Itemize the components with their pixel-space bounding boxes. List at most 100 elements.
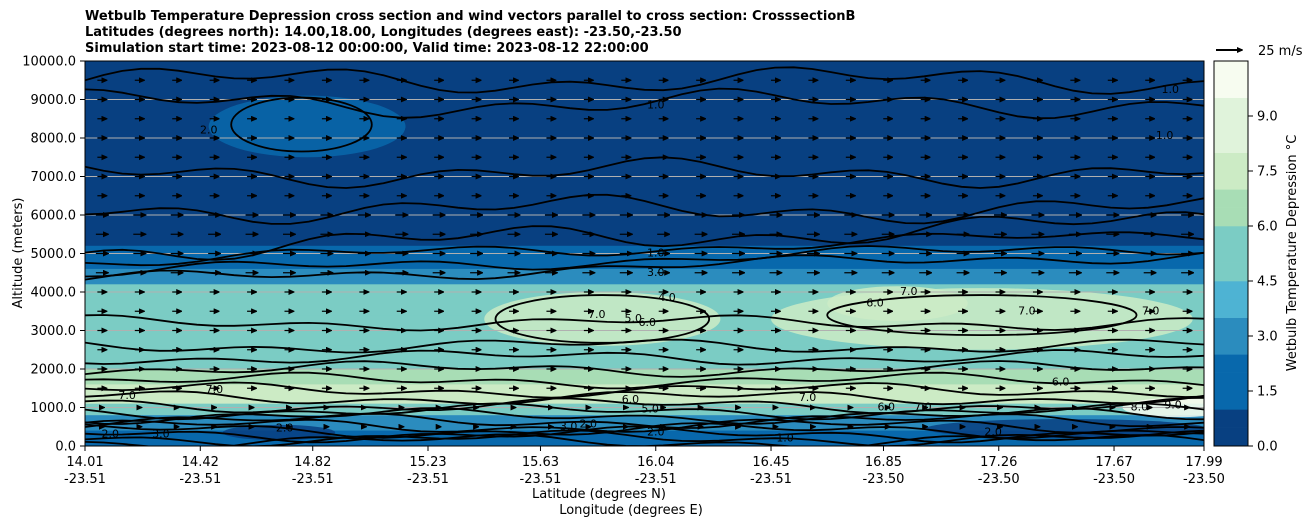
x-tick-label-lat: 16.85 xyxy=(865,455,902,470)
contour-line xyxy=(85,314,1204,332)
contour-line xyxy=(85,407,1204,425)
colorbar-tick-label: 9.0 xyxy=(1257,110,1278,125)
field-band xyxy=(85,61,1204,100)
wind-reference-label: 25 m/s xyxy=(1258,44,1303,59)
x-tick-label-lat: 14.42 xyxy=(182,455,219,470)
colorbar-segment xyxy=(1214,207,1248,227)
contour-label: 3.0 xyxy=(647,266,665,279)
colorbar-segment xyxy=(1214,391,1248,410)
contour-label: 7.0 xyxy=(799,391,817,404)
contour-label: 9.0 xyxy=(1164,399,1182,412)
contour-label: 6.0 xyxy=(639,316,657,329)
contour-label: 2.0 xyxy=(580,417,598,430)
contour-line xyxy=(85,231,1204,267)
x-tick-label-lon: -23.51 xyxy=(64,472,106,487)
field-patch xyxy=(208,95,406,158)
contour-label: 6.0 xyxy=(622,393,640,406)
colorbar-tick-label: 3.0 xyxy=(1257,330,1278,345)
x-tick-label-lat: 17.99 xyxy=(1185,455,1222,470)
colorbar-ticks: 0.0 1.5 3.0 4.5 6.0 7.5 9.0 xyxy=(1248,110,1278,455)
y-tick-label: 5000.0 xyxy=(31,247,77,262)
colorbar-tick-label: 0.0 xyxy=(1257,440,1278,455)
x-tick-label-lat: 16.45 xyxy=(752,455,789,470)
x-tick-label-lon: -23.51 xyxy=(407,472,449,487)
colorbar-segment xyxy=(1214,281,1248,300)
contour-line xyxy=(85,425,1204,444)
x-axis: 14.01 -23.51 14.42 -23.51 14.82 -23.51 15.23 -2… xyxy=(64,446,1225,487)
y-tick-label: 9000.0 xyxy=(31,93,77,108)
contour-label: 6.0 xyxy=(866,297,884,310)
colorbar-segment xyxy=(1214,97,1248,117)
colorbar-segment xyxy=(1214,244,1248,263)
contour-line xyxy=(85,349,1204,366)
y-tick-label: 3000.0 xyxy=(31,324,77,339)
contour-label: 7.0 xyxy=(118,389,136,402)
colorbar-segment xyxy=(1214,61,1248,80)
x-tick-label-lat: 14.01 xyxy=(66,455,103,470)
field-band xyxy=(85,176,1204,212)
colorbar-segment xyxy=(1214,189,1248,208)
x-tick-label-lon: -23.50 xyxy=(978,472,1020,487)
contour-label: 7.0 xyxy=(914,401,932,414)
colorbar-segment xyxy=(1214,171,1248,190)
y-tick-label: 0.0 xyxy=(55,440,76,455)
wind-vectors xyxy=(95,80,1193,427)
x-tick-label-lon: -23.50 xyxy=(863,472,905,487)
x-tick-label-lon: -23.51 xyxy=(179,472,221,487)
contour-label: 7.0 xyxy=(1142,304,1160,317)
contour-line xyxy=(85,66,1204,95)
x-tick-label-lat: 15.23 xyxy=(409,455,446,470)
x-tick-label-lon: -23.51 xyxy=(635,472,677,487)
contour-label: 7.0 xyxy=(900,285,918,298)
wind-reference-key: 25 m/s xyxy=(1216,44,1303,59)
contour-line xyxy=(85,245,1204,278)
x-tick-label-lon: -23.51 xyxy=(520,472,562,487)
contour-loop xyxy=(230,96,373,153)
contour-line xyxy=(85,412,1204,429)
colorbar-segment xyxy=(1214,354,1248,373)
contour-label: 2.0 xyxy=(984,426,1002,439)
colorbar-segment xyxy=(1214,372,1248,392)
x-tick-label-lon: -23.51 xyxy=(750,472,792,487)
colorbar-segment xyxy=(1214,299,1248,318)
y-tick-label: 8000.0 xyxy=(31,132,77,147)
x-tick-label-lon: -23.50 xyxy=(1093,472,1135,487)
contour-line xyxy=(85,156,1204,189)
colorbar-fill xyxy=(1214,61,1248,447)
colorbar-label: Wetbulb Temperature Depression °C xyxy=(1285,135,1300,372)
title-line-2: Latitudes (degrees north): 14.00,18.00, … xyxy=(85,25,682,40)
contour-label: 7.0 xyxy=(206,383,224,396)
y-tick-label: 1000.0 xyxy=(31,401,77,416)
contour-line xyxy=(85,251,1204,281)
chart-title: Wetbulb Temperature Depression cross sec… xyxy=(85,9,855,57)
contour-label: 1.0 xyxy=(776,431,794,444)
contour-labels: 1.01.01.02.01.03.04.05.06.07.07.06.07.0 7… xyxy=(102,83,1182,444)
contour-label: 3.0 xyxy=(560,420,578,433)
colorbar-tick-label: 6.0 xyxy=(1257,220,1278,235)
contour-label: 1.0 xyxy=(1162,83,1180,96)
contour-line xyxy=(85,87,1204,120)
contour-label: 2.0 xyxy=(102,427,120,440)
colorbar-tick-label: 7.5 xyxy=(1257,165,1278,180)
colorbar-segment xyxy=(1214,427,1248,447)
contour-label: 1.0 xyxy=(647,247,665,260)
y-tick-label: 7000.0 xyxy=(31,170,77,185)
contour-label: 2.0 xyxy=(276,422,294,435)
x-tick-label-lat: 16.04 xyxy=(637,455,674,470)
contour-label: 4.0 xyxy=(658,291,676,304)
y-tick-label: 6000.0 xyxy=(31,209,77,224)
contour-line xyxy=(85,381,1204,399)
title-line-3: Simulation start time: 2023-08-12 00:00:… xyxy=(85,41,649,56)
contour-label: 3.0 xyxy=(152,427,170,440)
x-axis-label-longitude: Longitude (degrees E) xyxy=(559,503,703,518)
x-tick-label-lon: -23.51 xyxy=(292,472,334,487)
contour-label: 5.0 xyxy=(625,312,643,325)
colorbar-segment xyxy=(1214,317,1248,337)
colorbar-tick-label: 1.5 xyxy=(1257,385,1278,400)
contour-label: 1.0 xyxy=(1156,129,1174,142)
x-tick-label-lat: 17.67 xyxy=(1095,455,1132,470)
contour-label: 6.0 xyxy=(1052,375,1070,388)
y-gridlines xyxy=(85,99,1204,408)
contour-lines xyxy=(85,66,1204,446)
